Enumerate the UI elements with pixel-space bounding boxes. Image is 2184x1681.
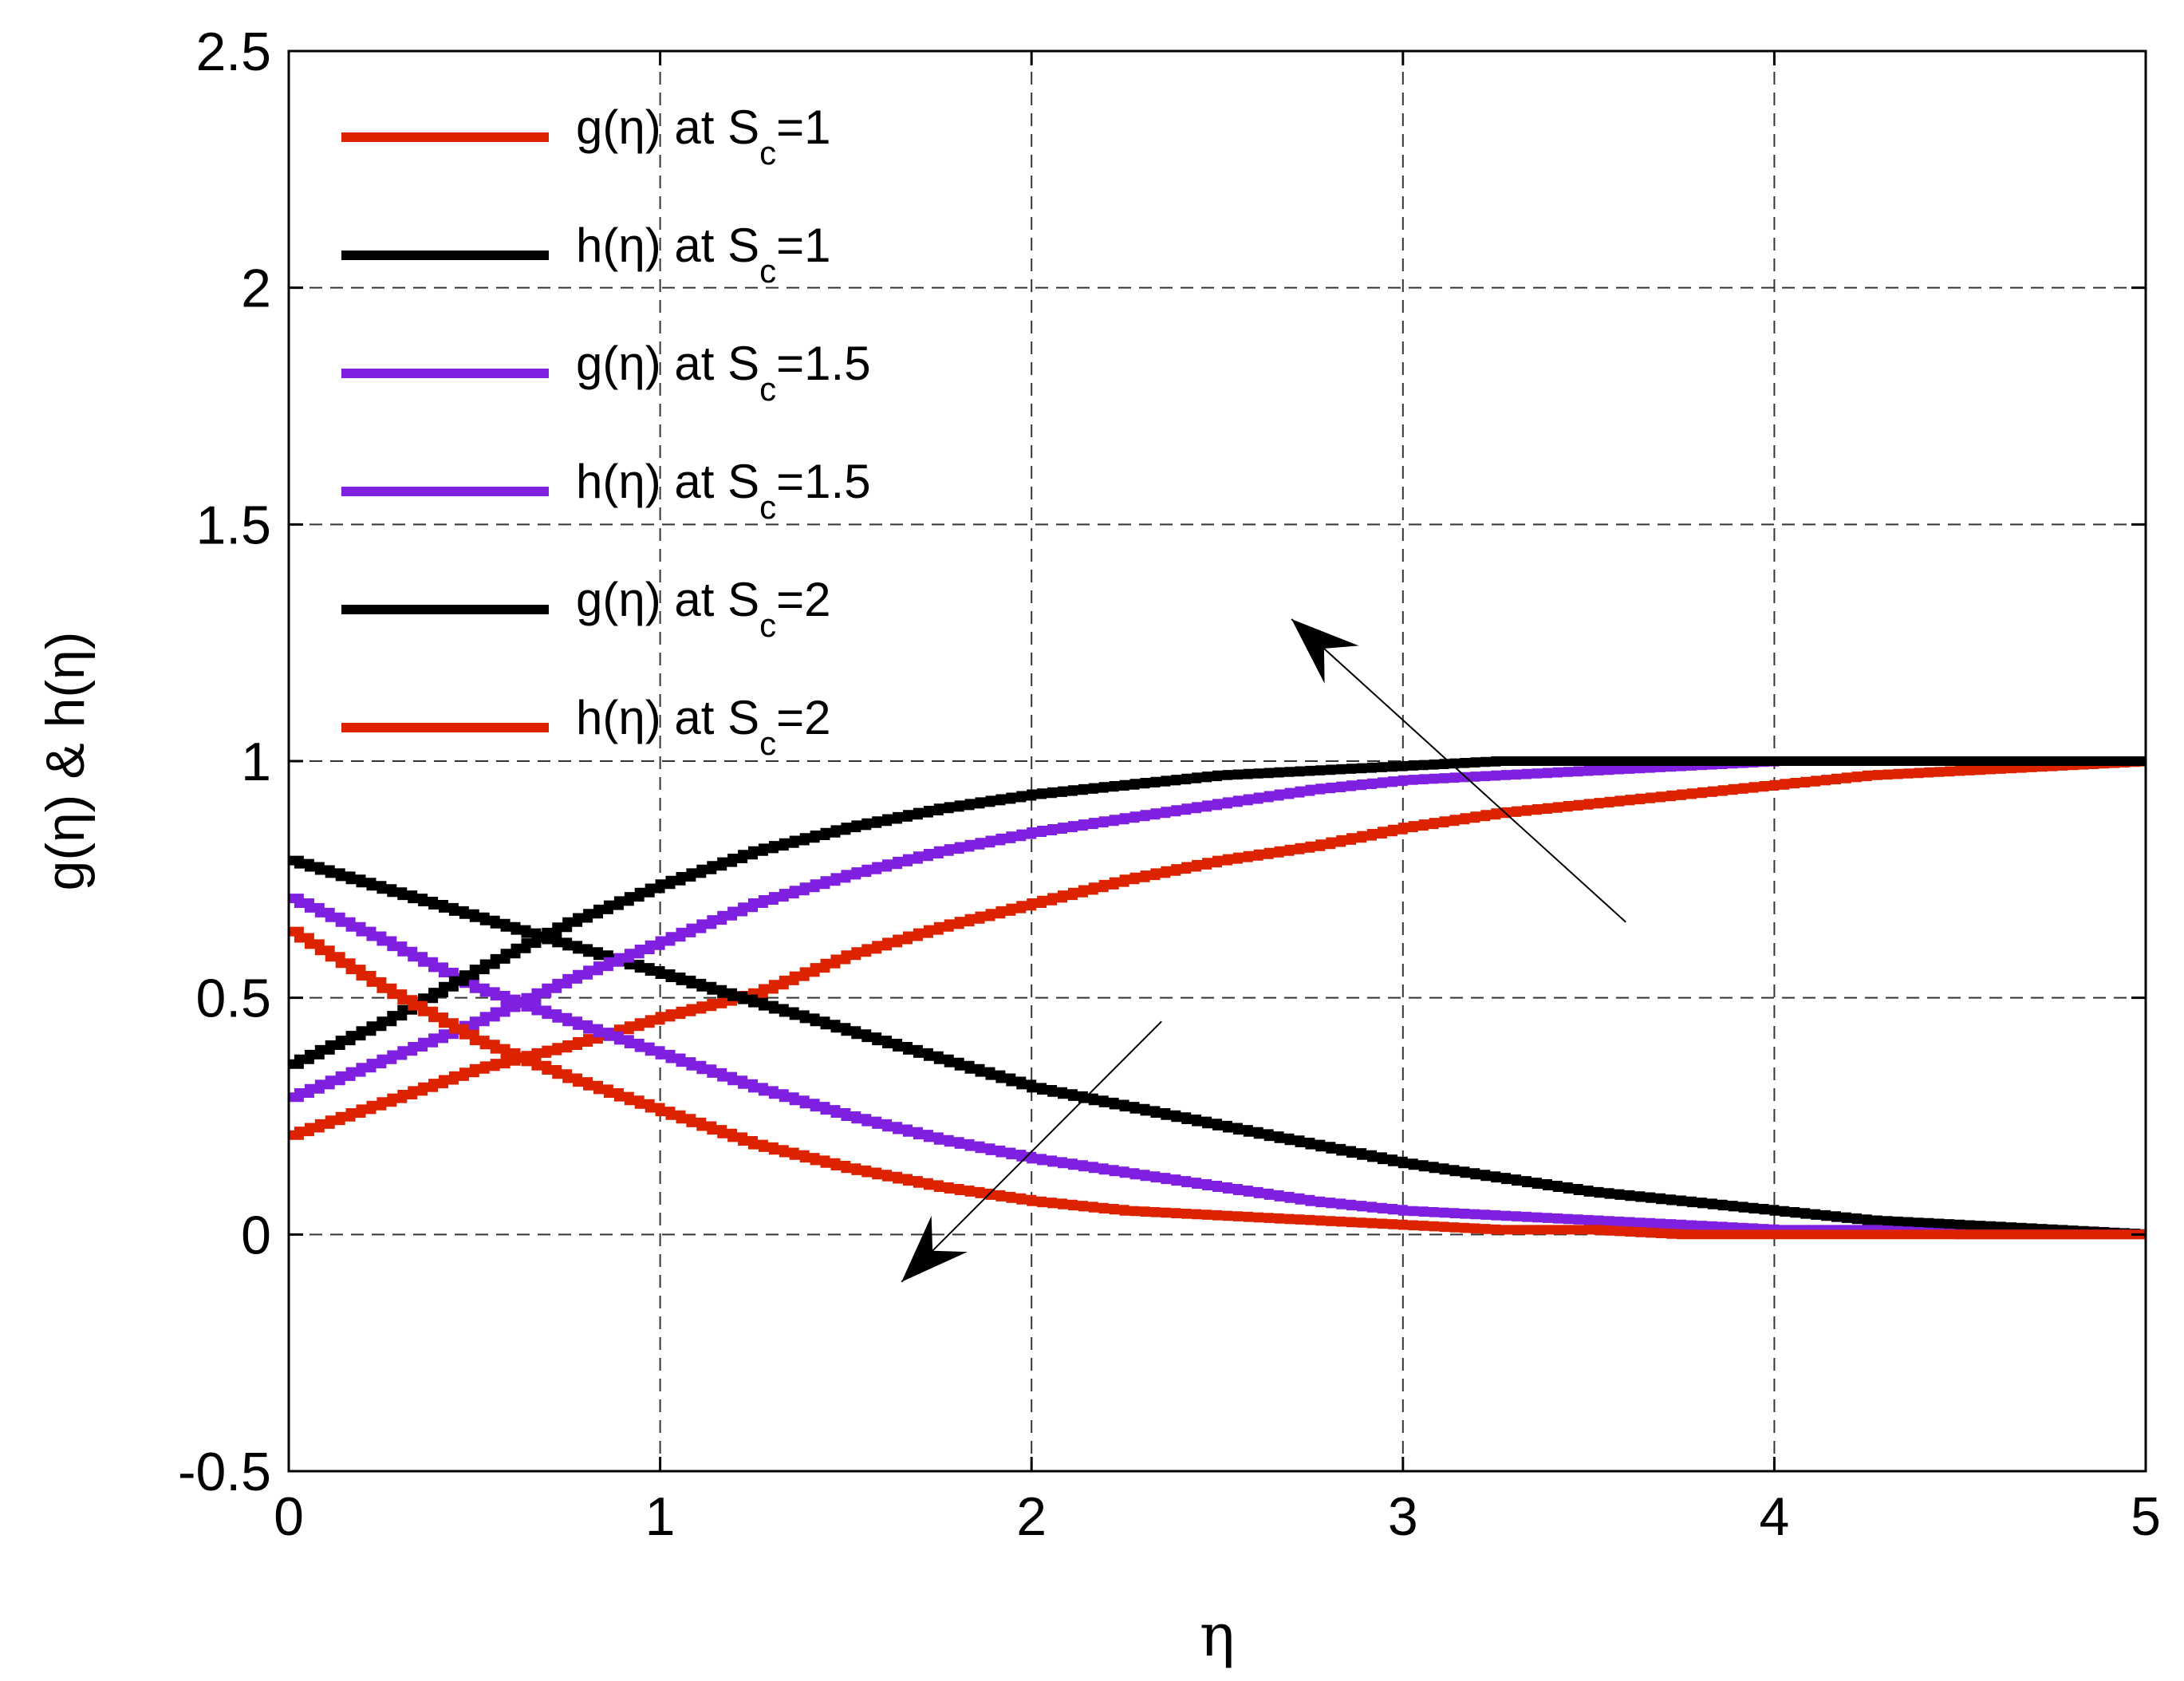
legend-label-subscript: c <box>759 252 776 290</box>
legend-label: h(η) at Sc=1.5 <box>576 455 871 526</box>
legend-item-5: g(η) at Sc=2 <box>341 573 831 644</box>
y-tick-label: 0 <box>241 1205 271 1265</box>
legend-item-4: h(η) at Sc=1.5 <box>341 455 871 526</box>
series-line-4 <box>289 894 2146 1240</box>
y-tick-label: 2.5 <box>195 22 271 82</box>
legend-label-subscript: c <box>759 134 776 172</box>
legend-label-suffix: =2 <box>776 691 830 744</box>
x-tick-label: 1 <box>645 1486 676 1547</box>
legend-label-suffix: =1 <box>776 101 830 154</box>
ticks <box>287 49 2147 1473</box>
series-line-6 <box>289 926 2146 1240</box>
legend-label-suffix: =2 <box>776 573 830 626</box>
legend-label: h(η) at Sc=2 <box>576 691 831 762</box>
legend-item-6: h(η) at Sc=2 <box>341 691 831 762</box>
legend-label-subscript: c <box>759 370 776 408</box>
legend-label-subscript: c <box>759 724 776 762</box>
annotation-arrow-head-1 <box>1291 619 1359 684</box>
legend-item-2: h(η) at Sc=1 <box>341 219 831 290</box>
x-tick-label: 2 <box>1016 1486 1047 1547</box>
annotation-layer <box>901 618 1626 1283</box>
legend-item-1: g(η) at Sc=1 <box>341 101 831 172</box>
legend-label-main: h(η) at S <box>576 691 759 744</box>
legend-label-main: g(η) at S <box>576 101 759 154</box>
y-tick-label: -0.5 <box>178 1442 271 1502</box>
legend-label-main: g(η) at S <box>576 573 759 626</box>
legend-label-suffix: =1.5 <box>776 455 870 508</box>
legend-label: g(η) at Sc=2 <box>576 573 831 644</box>
legend-label-subscript: c <box>759 606 776 644</box>
x-axis-label: η <box>1200 1601 1235 1670</box>
series-layer <box>289 756 2146 1240</box>
y-tick-label: 1 <box>241 732 271 792</box>
legend-label: h(η) at Sc=1 <box>576 219 831 290</box>
y-tick-label: 1.5 <box>195 495 271 555</box>
legend-label-main: h(η) at S <box>576 219 759 272</box>
legend-label: g(η) at Sc=1.5 <box>576 337 871 408</box>
x-tick-label: 0 <box>274 1486 304 1547</box>
legend-label-suffix: =1.5 <box>776 337 870 390</box>
series-line-5 <box>289 756 2146 1069</box>
legend-label-main: h(η) at S <box>576 455 759 508</box>
x-tick-label: 3 <box>1388 1486 1418 1547</box>
legend-label-subscript: c <box>759 488 776 526</box>
legend: g(η) at Sc=1h(η) at Sc=1g(η) at Sc=1.5h(… <box>341 101 871 762</box>
y-tick-label: 2 <box>241 258 271 319</box>
legend-label-suffix: =1 <box>776 219 830 272</box>
annotation-arrow-head-2 <box>901 1215 968 1282</box>
x-tick-label: 5 <box>2131 1486 2161 1547</box>
legend-label-main: g(η) at S <box>576 337 759 390</box>
x-tick-label: 4 <box>1759 1486 1789 1547</box>
annotation-arrow-line-1 <box>1291 618 1626 923</box>
series-line-2 <box>289 855 2146 1239</box>
tick-labels: 0 1 2 3 4 5-0.500.511.522.5 <box>178 22 2161 1547</box>
annotation-arrow-line-2 <box>901 1020 1162 1283</box>
legend-label: g(η) at Sc=1 <box>576 101 831 172</box>
y-axis-label: g(η) & h(η) <box>35 632 96 891</box>
legend-item-3: g(η) at Sc=1.5 <box>341 337 871 408</box>
y-tick-label: 0.5 <box>195 969 271 1029</box>
